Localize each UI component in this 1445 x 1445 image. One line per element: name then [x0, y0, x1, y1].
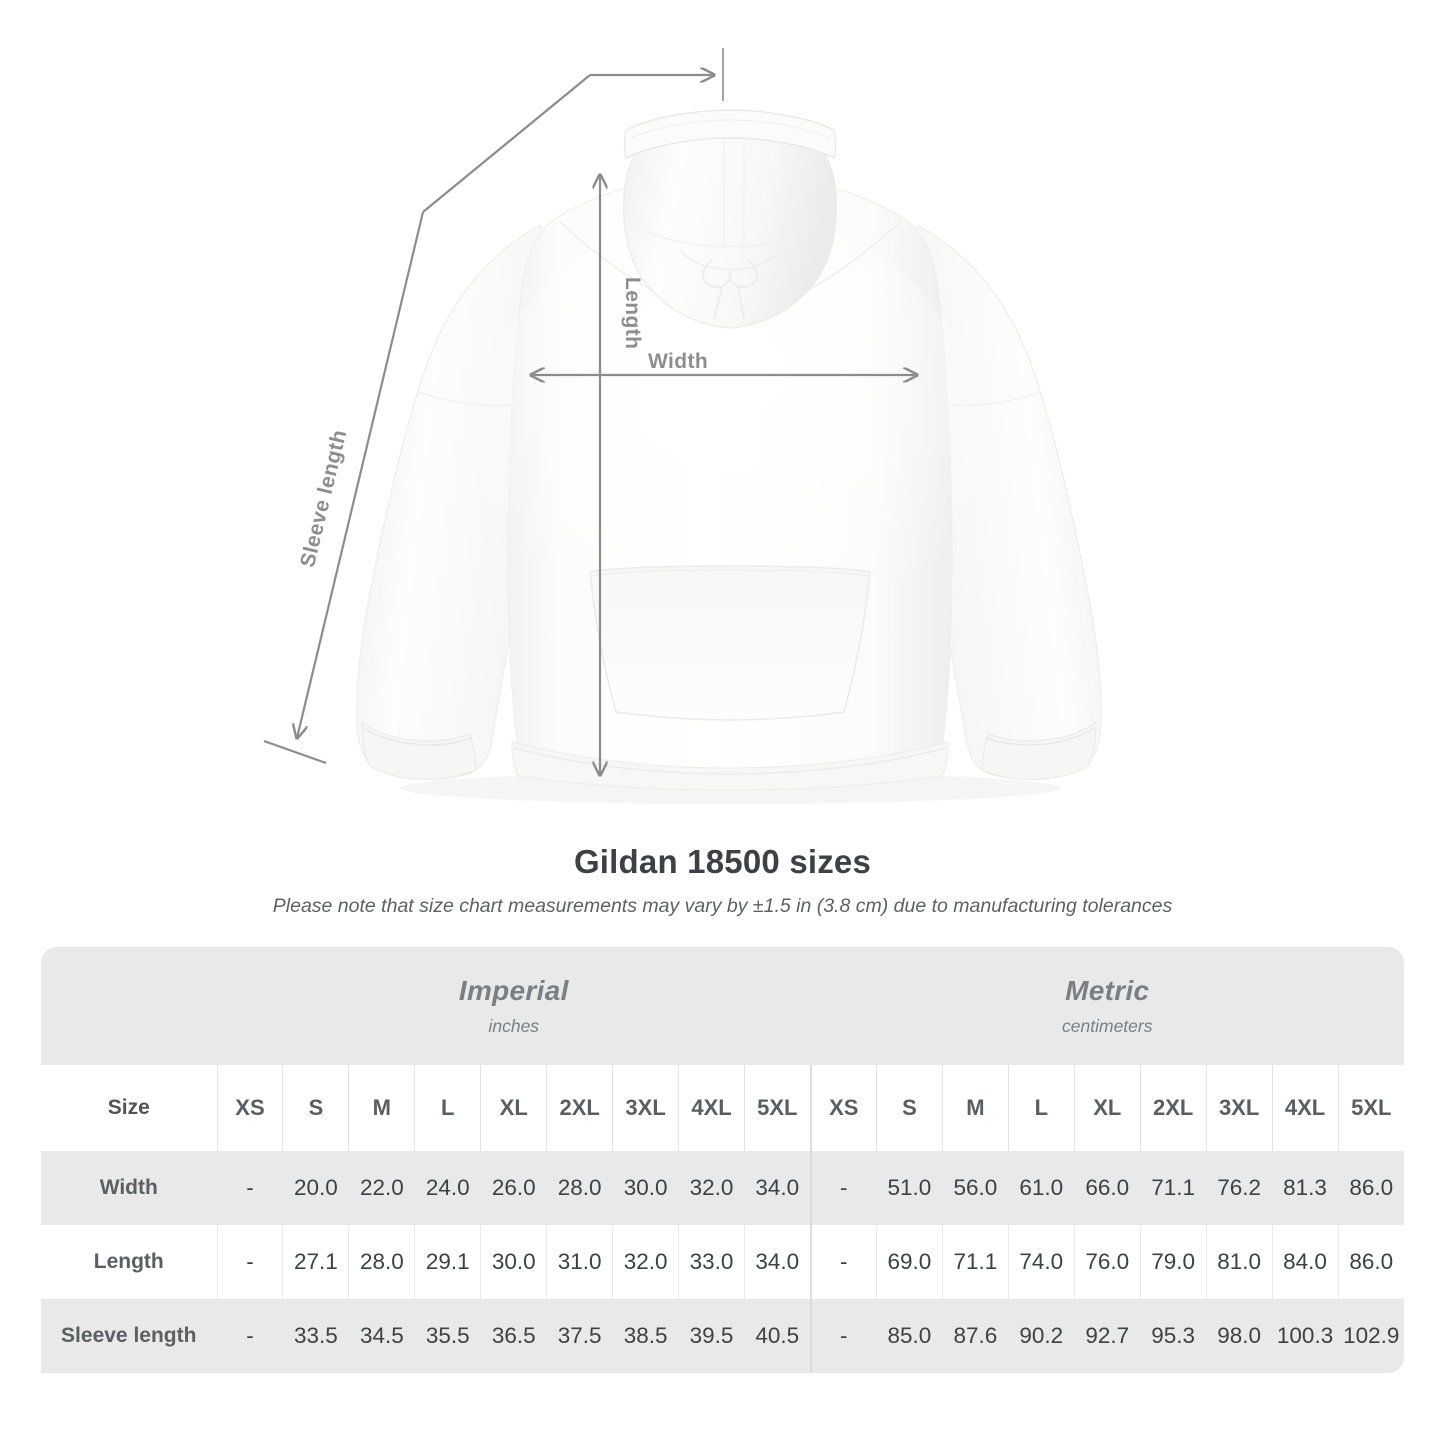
- page-title: Gildan 18500 sizes: [573, 843, 872, 880]
- size-column-header-metric-xs: XS: [809, 1065, 877, 1151]
- cell-length-metric-xs: -: [809, 1225, 877, 1299]
- cell-width-imperial-5xl: 34.0: [743, 1151, 811, 1225]
- cell-length-metric-3xl: 81.0: [1205, 1225, 1273, 1299]
- unit-banner-spacer: [41, 947, 217, 1065]
- cell-width-imperial-xs: -: [216, 1151, 283, 1225]
- cell-width-metric-xl: 66.0: [1073, 1151, 1141, 1225]
- cell-length-metric-2xl: 79.0: [1139, 1225, 1207, 1299]
- cell-width-imperial-3xl: 30.0: [612, 1151, 679, 1225]
- cell-length-imperial-2xl: 31.0: [546, 1225, 613, 1299]
- cell-sleeve-length-metric-s: 85.0: [875, 1299, 943, 1373]
- cell-width-metric-s: 51.0: [875, 1151, 943, 1225]
- size-column-header-metric-m: M: [941, 1065, 1009, 1151]
- unit-banner-row: Imperial inches Metric centimeters: [41, 947, 1404, 1065]
- width-label: Width: [648, 350, 708, 373]
- size-header-row: Size XS S M L XL 2XL 3XL 4XL 5XL XS S M L XL 2XL 3XL 4XL 5…: [41, 1065, 1404, 1151]
- table-row: Sleeve length -33.5 34.5 35.5 36.5 37.5 38.5 39…: [41, 1299, 1404, 1373]
- cell-sleeve-length-imperial-2xl: 37.5: [546, 1299, 613, 1373]
- size-chart-table: Imperial inches Metric centimeters Size XS S M L…: [41, 947, 1404, 1373]
- cell-length-metric-m: 71.1: [941, 1225, 1009, 1299]
- cell-sleeve-length-imperial-xs: -: [216, 1299, 283, 1373]
- size-column-header-imperial-2xl: 2XL: [546, 1065, 613, 1151]
- unit-group-unit: inches: [488, 1016, 540, 1036]
- cell-sleeve-length-metric-m: 87.6: [941, 1299, 1009, 1373]
- measurement-annotations: Length Width Sleeve length: [263, 48, 1445, 830]
- cell-length-metric-xl: 76.0: [1073, 1225, 1141, 1299]
- cell-sleeve-length-imperial-3xl: 38.5: [612, 1299, 679, 1373]
- unit-group-unit: centimeters: [1062, 1016, 1153, 1036]
- size-column-header-imperial-xl: XL: [480, 1065, 547, 1151]
- size-column-header-imperial-3xl: 3XL: [612, 1065, 679, 1151]
- cell-sleeve-length-imperial-l: 35.5: [414, 1299, 481, 1373]
- cell-length-imperial-3xl: 32.0: [612, 1225, 679, 1299]
- cell-sleeve-length-metric-5xl: 102.9: [1337, 1299, 1404, 1373]
- cell-sleeve-length-imperial-xl: 36.5: [480, 1299, 547, 1373]
- cell-sleeve-length-imperial-5xl: 40.5: [743, 1299, 811, 1373]
- unit-group-name: Metric: [1065, 975, 1150, 1006]
- cell-length-imperial-m: 28.0: [348, 1225, 415, 1299]
- size-column-header-imperial-l: L: [414, 1065, 481, 1151]
- unit-group-name: Imperial: [458, 975, 569, 1006]
- cell-length-imperial-5xl: 34.0: [743, 1225, 811, 1299]
- unit-group-imperial: Imperial inches: [217, 947, 811, 1065]
- unit-group-metric: Metric centimeters: [810, 947, 1404, 1065]
- size-column-header-imperial-5xl: 5XL: [743, 1065, 811, 1151]
- size-column-header-imperial-m: M: [348, 1065, 415, 1151]
- cell-length-metric-4xl: 84.0: [1271, 1225, 1339, 1299]
- cell-sleeve-length-metric-xs: -: [809, 1299, 877, 1373]
- cell-length-imperial-s: 27.1: [282, 1225, 349, 1299]
- cell-sleeve-length-imperial-m: 34.5: [348, 1299, 415, 1373]
- row-label-width: Width: [41, 1151, 217, 1225]
- row-label-length: Length: [41, 1225, 217, 1299]
- size-header-label: Size: [41, 1065, 217, 1151]
- cell-length-metric-s: 69.0: [875, 1225, 943, 1299]
- size-column-header-imperial-xs: XS: [216, 1065, 283, 1151]
- cell-length-imperial-xl: 30.0: [480, 1225, 547, 1299]
- size-column-header-metric-s: S: [875, 1065, 943, 1151]
- garment-diagram: Length Width Sleeve length: [263, 48, 1445, 830]
- row-label-sleeve-length: Sleeve length: [41, 1299, 217, 1373]
- cell-sleeve-length-metric-l: 90.2: [1007, 1299, 1075, 1373]
- length-label: Length: [621, 277, 644, 349]
- size-column-header-imperial-4xl: 4XL: [678, 1065, 745, 1151]
- cell-sleeve-length-metric-2xl: 95.3: [1139, 1299, 1207, 1373]
- size-column-header-metric-2xl: 2XL: [1139, 1065, 1207, 1151]
- cell-sleeve-length-imperial-4xl: 39.5: [678, 1299, 745, 1373]
- cell-length-metric-l: 74.0: [1007, 1225, 1075, 1299]
- cell-length-metric-5xl: 86.0: [1337, 1225, 1404, 1299]
- cell-sleeve-length-metric-xl: 92.7: [1073, 1299, 1141, 1373]
- cell-width-metric-xs: -: [809, 1151, 877, 1225]
- cell-sleeve-length-imperial-s: 33.5: [282, 1299, 349, 1373]
- size-column-header-metric-xl: XL: [1073, 1065, 1141, 1151]
- cell-width-imperial-2xl: 28.0: [546, 1151, 613, 1225]
- cell-sleeve-length-metric-3xl: 98.0: [1205, 1299, 1273, 1373]
- table-row: Length -27.1 28.0 29.1 30.0 31.0 32.0 33.0 34.0-…: [41, 1225, 1404, 1299]
- cell-width-metric-2xl: 71.1: [1139, 1151, 1207, 1225]
- size-column-header-metric-3xl: 3XL: [1205, 1065, 1273, 1151]
- cell-width-imperial-l: 24.0: [414, 1151, 481, 1225]
- cell-width-imperial-xl: 26.0: [480, 1151, 547, 1225]
- cell-width-metric-l: 61.0: [1007, 1151, 1075, 1225]
- sleeve-length-dimension: [263, 48, 724, 765]
- cell-width-imperial-s: 20.0: [282, 1151, 349, 1225]
- cell-width-metric-4xl: 81.3: [1271, 1151, 1339, 1225]
- size-table: Imperial inches Metric centimeters Size XS S M L…: [41, 947, 1404, 1373]
- cell-width-imperial-m: 22.0: [348, 1151, 415, 1225]
- cell-length-imperial-4xl: 33.0: [678, 1225, 745, 1299]
- cell-width-metric-3xl: 76.2: [1205, 1151, 1273, 1225]
- tolerance-note: Please note that size chart measurements…: [272, 895, 1173, 917]
- size-column-header-metric-5xl: 5XL: [1337, 1065, 1404, 1151]
- cell-width-imperial-4xl: 32.0: [678, 1151, 745, 1225]
- table-row: Width -20.0 22.0 24.0 26.0 28.0 30.0 32.0 34.0-5…: [41, 1151, 1404, 1225]
- size-column-header-metric-l: L: [1007, 1065, 1075, 1151]
- cell-sleeve-length-metric-4xl: 100.3: [1271, 1299, 1339, 1373]
- cell-length-imperial-l: 29.1: [414, 1225, 481, 1299]
- cell-width-metric-m: 56.0: [941, 1151, 1009, 1225]
- size-column-header-metric-4xl: 4XL: [1271, 1065, 1339, 1151]
- size-column-header-imperial-s: S: [282, 1065, 349, 1151]
- cell-width-metric-5xl: 86.0: [1337, 1151, 1404, 1225]
- cell-length-imperial-xs: -: [216, 1225, 283, 1299]
